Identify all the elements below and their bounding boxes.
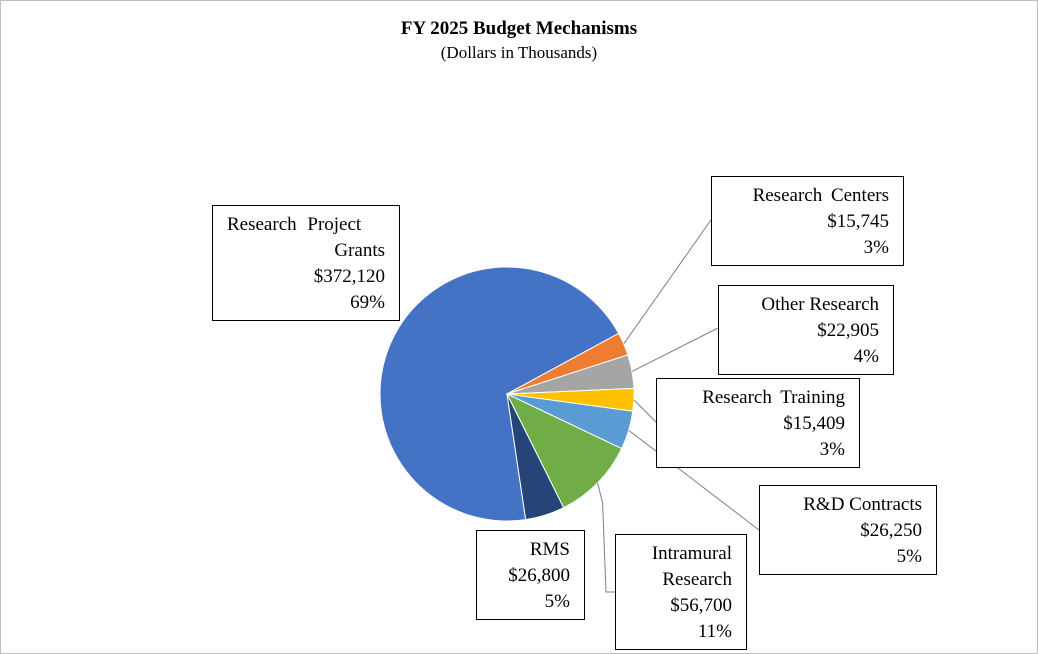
chart-subtitle: (Dollars in Thousands) <box>440 43 598 62</box>
label-research-centers: Research Centers $15,745 3% <box>711 176 904 266</box>
label-percent: 5% <box>544 591 570 612</box>
label-value: $26,250 <box>860 520 922 541</box>
label-percent: 3% <box>819 439 845 460</box>
leader-line-intramural-research <box>597 482 615 593</box>
label-percent: 3% <box>863 237 889 258</box>
label-value: $372,120 <box>313 266 385 287</box>
label-value: $22,905 <box>817 320 879 341</box>
label-percent: 5% <box>896 546 922 567</box>
leader-lines <box>597 219 760 593</box>
pie-slices <box>379 266 635 522</box>
label-percent: 11% <box>697 621 732 642</box>
pie-slice-research-project-grants <box>379 266 620 522</box>
label-research-project-grants: Research Project Grants $372,120 69% <box>212 205 400 321</box>
chart-title: FY 2025 Budget Mechanisms <box>400 18 638 39</box>
label-name-line1: Research Project <box>227 214 362 235</box>
label-name: Research Centers <box>752 185 889 206</box>
leader-line-research-centers <box>623 219 712 345</box>
label-research-training: Research Training $15,409 3% <box>656 378 860 468</box>
pie-slice-intramural-research <box>505 392 623 509</box>
label-name-line2: Grants <box>334 240 385 261</box>
label-name-line2: Research <box>662 569 732 590</box>
label-rd-contracts: R&D Contracts $26,250 5% <box>759 485 937 575</box>
label-name: Research Training <box>702 387 845 408</box>
leader-line-other-research <box>631 327 719 372</box>
label-percent: 4% <box>853 346 879 367</box>
pie-slice-rms <box>506 393 565 521</box>
label-rms: RMS $26,800 5% <box>476 530 585 620</box>
label-intramural-research: Intramural Research $56,700 11% <box>615 534 747 650</box>
label-value: $56,700 <box>670 595 732 616</box>
label-name: Other Research <box>761 294 879 315</box>
label-value: $15,409 <box>783 413 845 434</box>
label-name-line1: Intramural <box>651 543 732 564</box>
leader-line-r-d-contracts <box>628 429 760 531</box>
label-percent: 69% <box>350 292 385 313</box>
label-name: R&D Contracts <box>803 494 922 515</box>
label-value: $26,800 <box>508 565 570 586</box>
label-value: $15,745 <box>827 211 889 232</box>
label-other-research: Other Research $22,905 4% <box>718 285 894 375</box>
label-name: RMS <box>529 539 570 560</box>
leader-line-research-training <box>633 399 657 423</box>
